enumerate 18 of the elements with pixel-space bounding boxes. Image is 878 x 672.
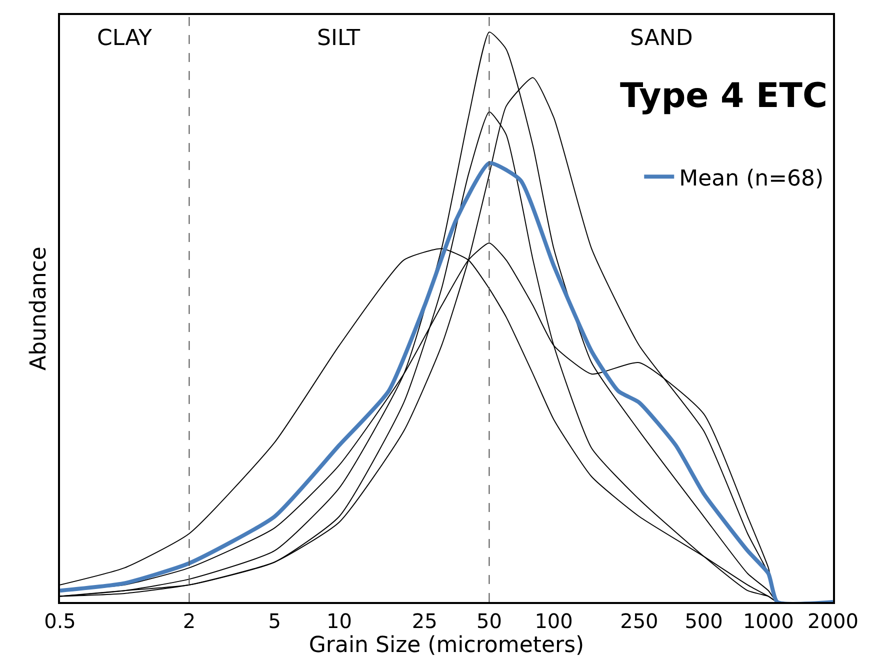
x-tick-label: 0.5 <box>44 609 76 633</box>
x-tick-label: 50 <box>476 609 502 633</box>
y-axis-title: Abundance <box>26 246 52 370</box>
annotation: SILT <box>317 26 361 51</box>
x-tick-label: 25 <box>412 609 438 633</box>
legend-label: Mean (n=68) <box>679 166 824 192</box>
x-tick-label: 250 <box>620 609 658 633</box>
annotation: CLAY <box>97 26 152 51</box>
x-tick-label: 2000 <box>808 609 858 633</box>
text: Type 4 ETC <box>620 76 828 116</box>
x-tick-label: 100 <box>534 609 573 633</box>
x-tick-label: 10 <box>326 609 352 633</box>
x-tick-label: 500 <box>684 609 723 633</box>
x-tick-label: 1000 <box>742 609 794 633</box>
annotation: SAND <box>630 26 693 51</box>
x-axis-title: Grain Size (micrometers) <box>308 633 584 658</box>
x-tick-label: 2 <box>182 609 196 633</box>
x-tick-label: 5 <box>268 609 281 633</box>
